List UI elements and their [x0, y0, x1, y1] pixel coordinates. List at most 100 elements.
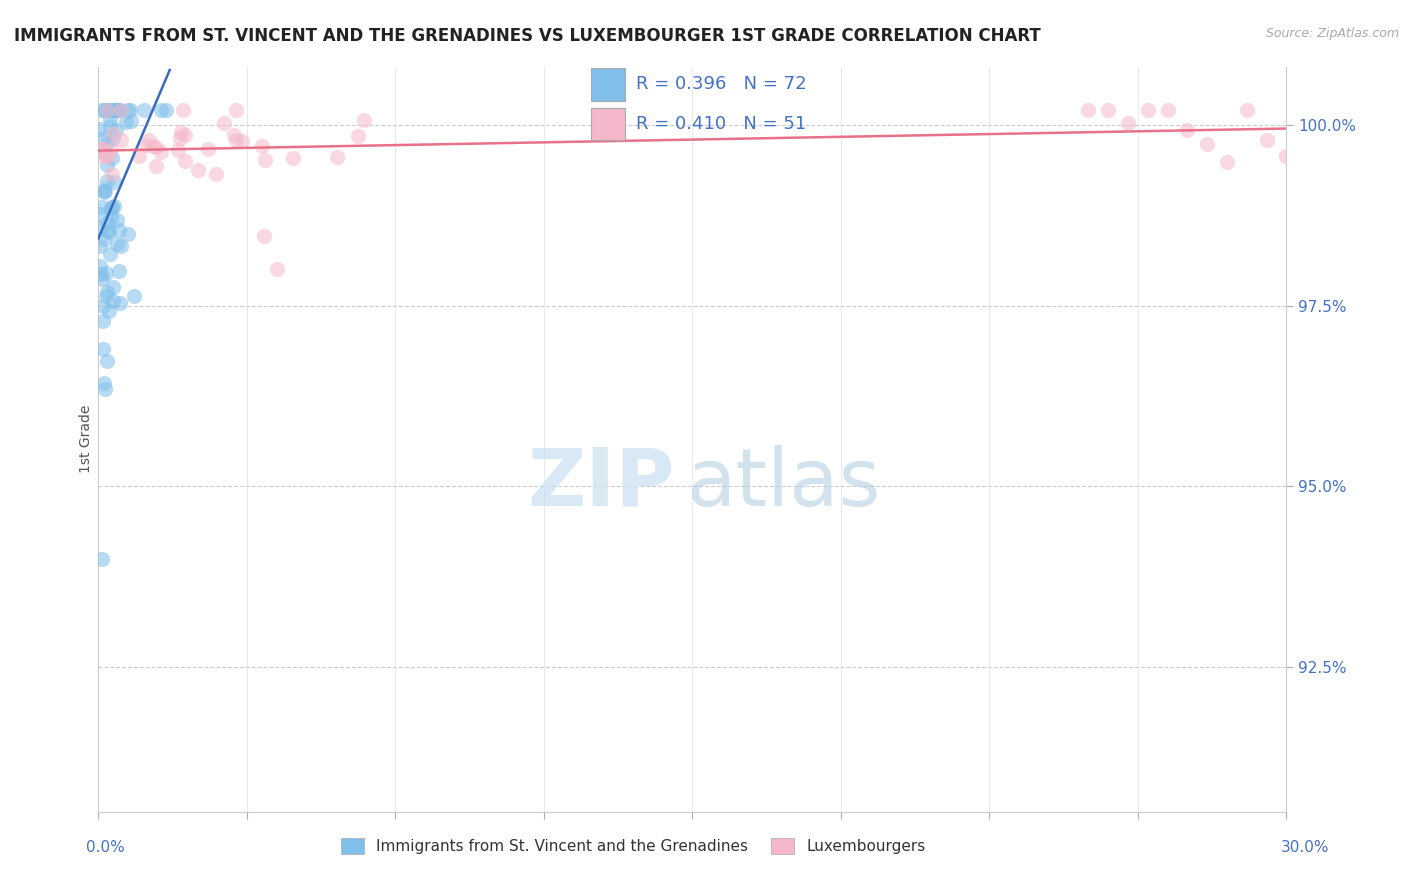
- Point: [103, 279, 125, 293]
- Point: [105, 103, 128, 118]
- Point: [103, 103, 125, 118]
- Point: [325, 150, 347, 164]
- Point: [205, 167, 228, 181]
- Point: [142, 138, 165, 153]
- Y-axis label: 1st Grade: 1st Grade: [79, 405, 93, 474]
- Point: [89, 221, 111, 235]
- Point: [96, 174, 118, 188]
- Point: [253, 228, 276, 243]
- Point: [135, 138, 157, 153]
- Point: [94, 103, 117, 118]
- Point: [108, 223, 131, 237]
- Point: [117, 103, 139, 118]
- Point: [91, 343, 114, 357]
- Point: [94, 382, 117, 396]
- Point: [93, 183, 115, 197]
- Point: [212, 116, 235, 130]
- Point: [101, 294, 124, 309]
- Point: [138, 133, 160, 147]
- Legend: Immigrants from St. Vincent and the Grenadines, Luxembourgers: Immigrants from St. Vincent and the Gren…: [335, 831, 931, 860]
- Point: [145, 159, 167, 173]
- Text: ZIP: ZIP: [527, 445, 675, 523]
- Point: [93, 131, 115, 145]
- Point: [96, 285, 118, 299]
- Point: [1236, 103, 1258, 118]
- Point: [1156, 103, 1178, 118]
- Point: [98, 120, 121, 134]
- Point: [1256, 133, 1278, 147]
- Point: [89, 239, 111, 253]
- Point: [110, 103, 132, 118]
- Point: [155, 103, 177, 118]
- Point: [103, 130, 125, 145]
- Point: [90, 267, 112, 281]
- Point: [353, 112, 375, 127]
- Point: [1116, 116, 1139, 130]
- Point: [96, 289, 118, 303]
- Point: [98, 247, 121, 261]
- Point: [96, 149, 118, 163]
- Point: [96, 353, 118, 368]
- Text: atlas: atlas: [686, 445, 882, 523]
- Point: [100, 142, 122, 156]
- Text: Source: ZipAtlas.com: Source: ZipAtlas.com: [1265, 27, 1399, 40]
- Point: [115, 114, 138, 128]
- Text: R = 0.410   N = 51: R = 0.410 N = 51: [636, 115, 806, 133]
- Point: [1275, 149, 1298, 163]
- Point: [90, 103, 112, 118]
- Point: [101, 151, 124, 165]
- Point: [108, 296, 131, 310]
- Point: [107, 103, 129, 118]
- Point: [104, 103, 127, 118]
- Point: [225, 133, 247, 147]
- Point: [1197, 136, 1219, 151]
- Point: [96, 266, 118, 280]
- Point: [120, 103, 142, 118]
- Point: [281, 151, 304, 165]
- Point: [89, 259, 111, 273]
- Point: [107, 264, 129, 278]
- Point: [96, 103, 118, 118]
- Point: [120, 113, 142, 128]
- Point: [98, 103, 121, 118]
- Text: 0.0%: 0.0%: [86, 840, 125, 855]
- Point: [89, 145, 111, 159]
- Point: [134, 103, 156, 118]
- Text: R = 0.396   N = 72: R = 0.396 N = 72: [636, 76, 806, 94]
- Point: [254, 153, 277, 167]
- Point: [100, 210, 122, 224]
- Point: [266, 262, 288, 277]
- Point: [96, 149, 118, 163]
- Point: [93, 185, 115, 199]
- Point: [172, 103, 194, 118]
- Point: [149, 145, 172, 160]
- Point: [101, 127, 124, 141]
- Point: [169, 131, 191, 145]
- FancyBboxPatch shape: [592, 108, 626, 140]
- Point: [91, 551, 114, 566]
- Point: [103, 175, 125, 189]
- Point: [98, 304, 121, 318]
- Point: [128, 149, 150, 163]
- Point: [1177, 123, 1199, 137]
- Point: [1097, 103, 1119, 118]
- Point: [105, 237, 128, 252]
- Text: 30.0%: 30.0%: [1281, 840, 1329, 855]
- Point: [1216, 155, 1239, 169]
- Point: [105, 213, 128, 227]
- Point: [108, 103, 131, 118]
- Point: [1077, 103, 1099, 118]
- Point: [100, 103, 122, 118]
- Point: [170, 125, 193, 139]
- Point: [1136, 103, 1159, 118]
- Point: [110, 133, 132, 147]
- Point: [91, 201, 114, 215]
- Point: [231, 134, 253, 148]
- FancyBboxPatch shape: [592, 69, 626, 101]
- Point: [97, 103, 120, 118]
- Point: [187, 163, 209, 178]
- Point: [91, 142, 114, 156]
- Text: IMMIGRANTS FROM ST. VINCENT AND THE GRENADINES VS LUXEMBOURGER 1ST GRADE CORRELA: IMMIGRANTS FROM ST. VINCENT AND THE GREN…: [14, 27, 1040, 45]
- Point: [166, 144, 188, 158]
- Point: [347, 129, 370, 144]
